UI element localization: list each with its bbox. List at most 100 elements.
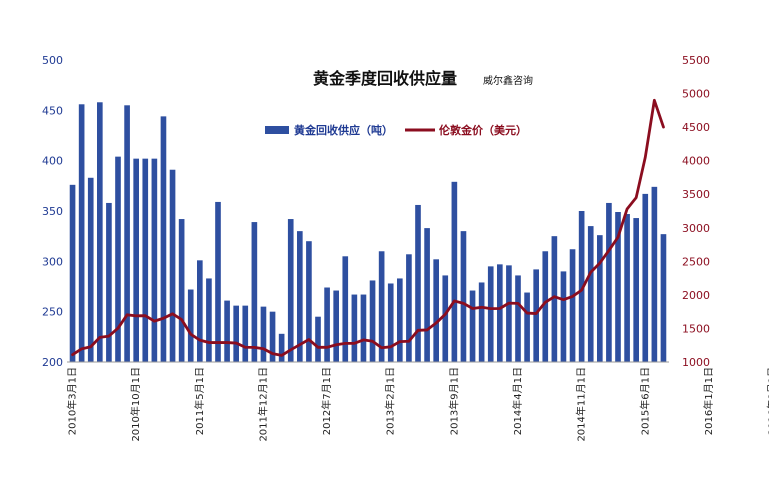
right-axis-tick-label: 1500 (682, 322, 710, 335)
left-axis-tick-label: 450 (42, 104, 63, 117)
bar (351, 294, 358, 362)
bar (533, 269, 539, 362)
left-axis-tick-label: 500 (42, 54, 63, 67)
bar (660, 234, 667, 362)
bar (506, 265, 512, 362)
bar (587, 226, 594, 362)
bar (442, 275, 449, 362)
bar (406, 254, 412, 362)
bar (524, 292, 530, 362)
bar (624, 214, 630, 362)
legend: 黄金回收供应（吨） 伦敦金价（美元） (265, 123, 527, 137)
bar-series (69, 102, 667, 363)
right-axis-tick-label: 5500 (682, 54, 710, 67)
bar (642, 193, 649, 362)
left-axis-tick-label: 350 (42, 205, 63, 218)
bar (415, 204, 421, 362)
bar (224, 300, 230, 362)
x-axis-tick-label: 2010年10月1日 (129, 367, 142, 442)
x-axis-tick-label: 2014年4月1日 (511, 367, 524, 435)
bar (278, 333, 285, 362)
chart-subtitle: 威尔鑫咨询 (483, 74, 533, 87)
bar (106, 202, 112, 362)
left-axis-tick-label: 250 (42, 306, 63, 319)
bar (451, 181, 458, 362)
right-axis-tick-label: 1000 (682, 356, 710, 369)
x-axis-tick-label: 2011年12月1日 (256, 367, 269, 442)
bar (233, 305, 239, 362)
bar (378, 251, 385, 362)
bar (306, 241, 312, 362)
right-axis-tick-label: 5000 (682, 88, 710, 101)
bar (515, 275, 521, 362)
bar (651, 186, 658, 362)
bar (387, 283, 394, 362)
legend-bar-swatch (265, 126, 289, 134)
bar (397, 278, 403, 362)
bar (260, 306, 267, 362)
x-axis-tick-label: 2013年9月1日 (447, 367, 460, 435)
bar (78, 104, 85, 362)
bar (433, 259, 439, 362)
left-y-axis: 200 250 300 350 400 450 500 (42, 54, 63, 369)
bar (215, 201, 221, 362)
x-axis-tick-label: 2016年1月1日 (702, 367, 715, 435)
bar (578, 211, 585, 362)
bar (169, 169, 176, 362)
legend-bar-label: 黄金回收供应（吨） (294, 123, 393, 137)
bar (97, 102, 103, 362)
bar (178, 219, 185, 362)
bar (269, 311, 276, 362)
bar (342, 256, 349, 362)
bar (597, 235, 603, 362)
bar (560, 271, 567, 362)
right-axis-tick-label: 3000 (682, 222, 710, 235)
bar (206, 278, 212, 362)
bar (551, 236, 558, 362)
bar (469, 290, 476, 362)
right-axis-tick-label: 2000 (682, 289, 710, 302)
right-axis-tick-label: 2500 (682, 255, 710, 268)
x-axis-ticks: 2010年3月1日 2010年10月1日 2011年5月1日 2011年12月1日 20… (66, 367, 769, 442)
x-axis-tick-label: 2010年3月1日 (66, 367, 79, 435)
bar (69, 184, 76, 362)
bar (87, 177, 94, 362)
bar (287, 219, 294, 362)
legend-line-label: 伦敦金价（美元） (439, 123, 527, 137)
bar (115, 156, 121, 362)
bar (360, 294, 367, 362)
bar (124, 105, 130, 363)
x-axis-tick-label: 2012年7月1日 (320, 367, 333, 435)
bar (606, 202, 612, 362)
bar (142, 158, 149, 362)
x-axis-tick-label: 2014年11月1日 (575, 367, 588, 442)
left-axis-tick-label: 400 (42, 155, 63, 168)
x-axis-tick-label: 2015年6月1日 (638, 367, 651, 435)
right-axis-tick-label: 4000 (682, 155, 710, 168)
bar (478, 282, 485, 362)
x-axis-tick-label: 2016年8月1日 (766, 367, 769, 435)
bar (569, 249, 576, 362)
bar (151, 158, 158, 362)
x-axis-tick-label: 2011年5月1日 (193, 367, 206, 435)
bar (242, 305, 249, 362)
right-y-axis: 1000 1500 2000 2500 3000 3500 4000 4500 5000 5500 (682, 54, 710, 369)
bar (333, 290, 339, 362)
left-axis-tick-label: 200 (42, 356, 63, 369)
bar (487, 266, 494, 362)
bar (315, 316, 321, 362)
bar (497, 264, 503, 362)
bar (133, 158, 139, 362)
left-axis-tick-label: 300 (42, 255, 63, 268)
bar (324, 287, 330, 362)
bar (251, 222, 258, 362)
bar (187, 289, 194, 362)
x-axis-tick-label: 2013年2月1日 (384, 367, 397, 435)
bar (197, 260, 203, 362)
gold-price-line (71, 98, 665, 357)
bar (615, 212, 621, 362)
right-axis-tick-label: 4500 (682, 121, 710, 134)
bar (542, 251, 549, 362)
